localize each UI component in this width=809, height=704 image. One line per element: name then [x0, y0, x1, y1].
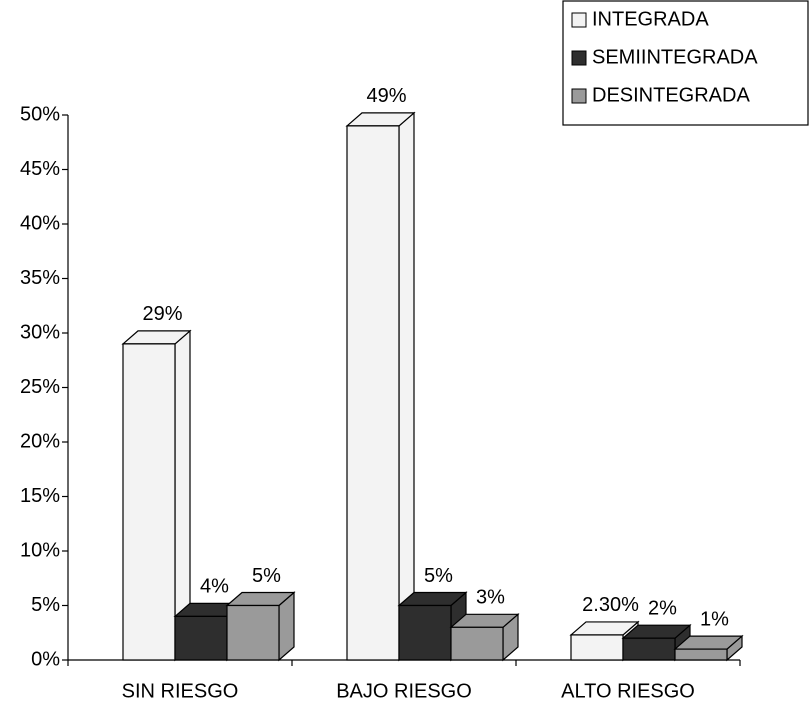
y-tick-label: 20%	[20, 430, 60, 452]
x-tick-label: ALTO RIESGO	[561, 680, 695, 702]
y-tick-label: 35%	[20, 267, 60, 289]
bar	[674, 648, 728, 661]
x-tick-label: SIN RIESGO	[122, 680, 239, 702]
legend-label: SEMIINTEGRADA	[592, 46, 758, 68]
y-tick-label: 50%	[20, 103, 60, 125]
y-tick-label: 40%	[20, 212, 60, 234]
bar	[226, 604, 280, 661]
value-label: 3%	[476, 587, 505, 609]
bar	[122, 343, 176, 661]
value-label: 5%	[252, 565, 281, 587]
y-tick-label: 15%	[20, 485, 60, 507]
y-tick-label: 10%	[20, 539, 60, 561]
y-tick-label: 5%	[31, 594, 60, 616]
legend-swatch	[571, 88, 587, 104]
bar-side	[398, 111, 415, 662]
value-label: 2.30%	[582, 594, 639, 616]
value-label: 4%	[200, 576, 229, 598]
legend-swatch	[571, 50, 587, 66]
value-label: 49%	[366, 85, 406, 107]
bar	[346, 125, 400, 661]
bar	[398, 604, 452, 661]
value-label: 1%	[700, 608, 729, 630]
x-tick-label: BAJO RIESGO	[336, 680, 472, 702]
bar	[174, 615, 228, 661]
bar	[570, 634, 624, 661]
legend-label: DESINTEGRADA	[592, 84, 750, 106]
legend-label: INTEGRADA	[592, 8, 709, 30]
bar	[622, 637, 676, 661]
value-label: 29%	[142, 303, 182, 325]
y-tick-label: 45%	[20, 158, 60, 180]
y-tick-label: 30%	[20, 321, 60, 343]
bar	[450, 626, 504, 661]
value-label: 2%	[648, 597, 677, 619]
y-tick-label: 25%	[20, 376, 60, 398]
y-tick-label: 0%	[31, 648, 60, 670]
legend-swatch	[571, 12, 587, 28]
legend-box	[562, 0, 809, 126]
value-label: 5%	[424, 565, 453, 587]
